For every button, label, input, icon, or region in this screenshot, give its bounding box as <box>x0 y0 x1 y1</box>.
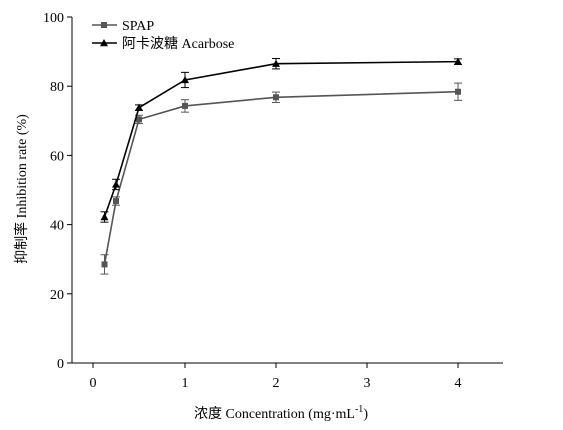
y-axis-title: 抑制率 Inhibition rate (%) <box>13 114 30 264</box>
series-line <box>103 90 459 265</box>
legend-marker <box>101 22 107 28</box>
data-point <box>273 94 279 101</box>
x-tick-label: 1 <box>182 376 189 391</box>
y-tick-label: 0 <box>57 357 64 372</box>
x-tick-label: 2 <box>273 376 280 391</box>
series-line <box>103 60 459 218</box>
legend-entry: 阿卡波糖 Acarbose <box>92 36 234 52</box>
x-axis-title-main: 浓度 Concentration (mg·mL <box>194 406 355 422</box>
data-point <box>181 75 189 84</box>
series-2 <box>100 57 462 223</box>
data-point <box>101 261 108 268</box>
y-tick-label: 100 <box>43 11 64 26</box>
x-axis-title: 浓度 Concentration (mg·mL-1) <box>194 404 368 422</box>
y-tick-label: 40 <box>50 219 64 234</box>
series-1 <box>100 82 462 275</box>
data-point <box>272 59 280 67</box>
y-tick-label: 60 <box>50 149 64 164</box>
x-axis-title-superscript: -1 <box>355 404 363 415</box>
y-tick-label: 20 <box>50 288 64 303</box>
legend-label: SPAP <box>122 19 154 34</box>
legend-marker <box>100 39 108 47</box>
legend-entry: SPAP <box>92 19 154 34</box>
data-point <box>136 116 142 123</box>
data-point <box>182 102 188 109</box>
legend-label: 阿卡波糖 Acarbose <box>122 36 234 52</box>
y-tick-label: 80 <box>50 80 64 95</box>
x-axis-title-close: ) <box>363 407 368 422</box>
x-tick-label: 0 <box>90 376 97 391</box>
data-point <box>135 103 143 111</box>
data-point <box>100 212 109 221</box>
x-tick-label: 3 <box>364 376 371 391</box>
data-point <box>454 57 462 65</box>
x-tick-label: 4 <box>455 376 462 391</box>
data-point <box>113 198 119 205</box>
data-point <box>112 180 120 188</box>
data-point <box>455 88 461 95</box>
